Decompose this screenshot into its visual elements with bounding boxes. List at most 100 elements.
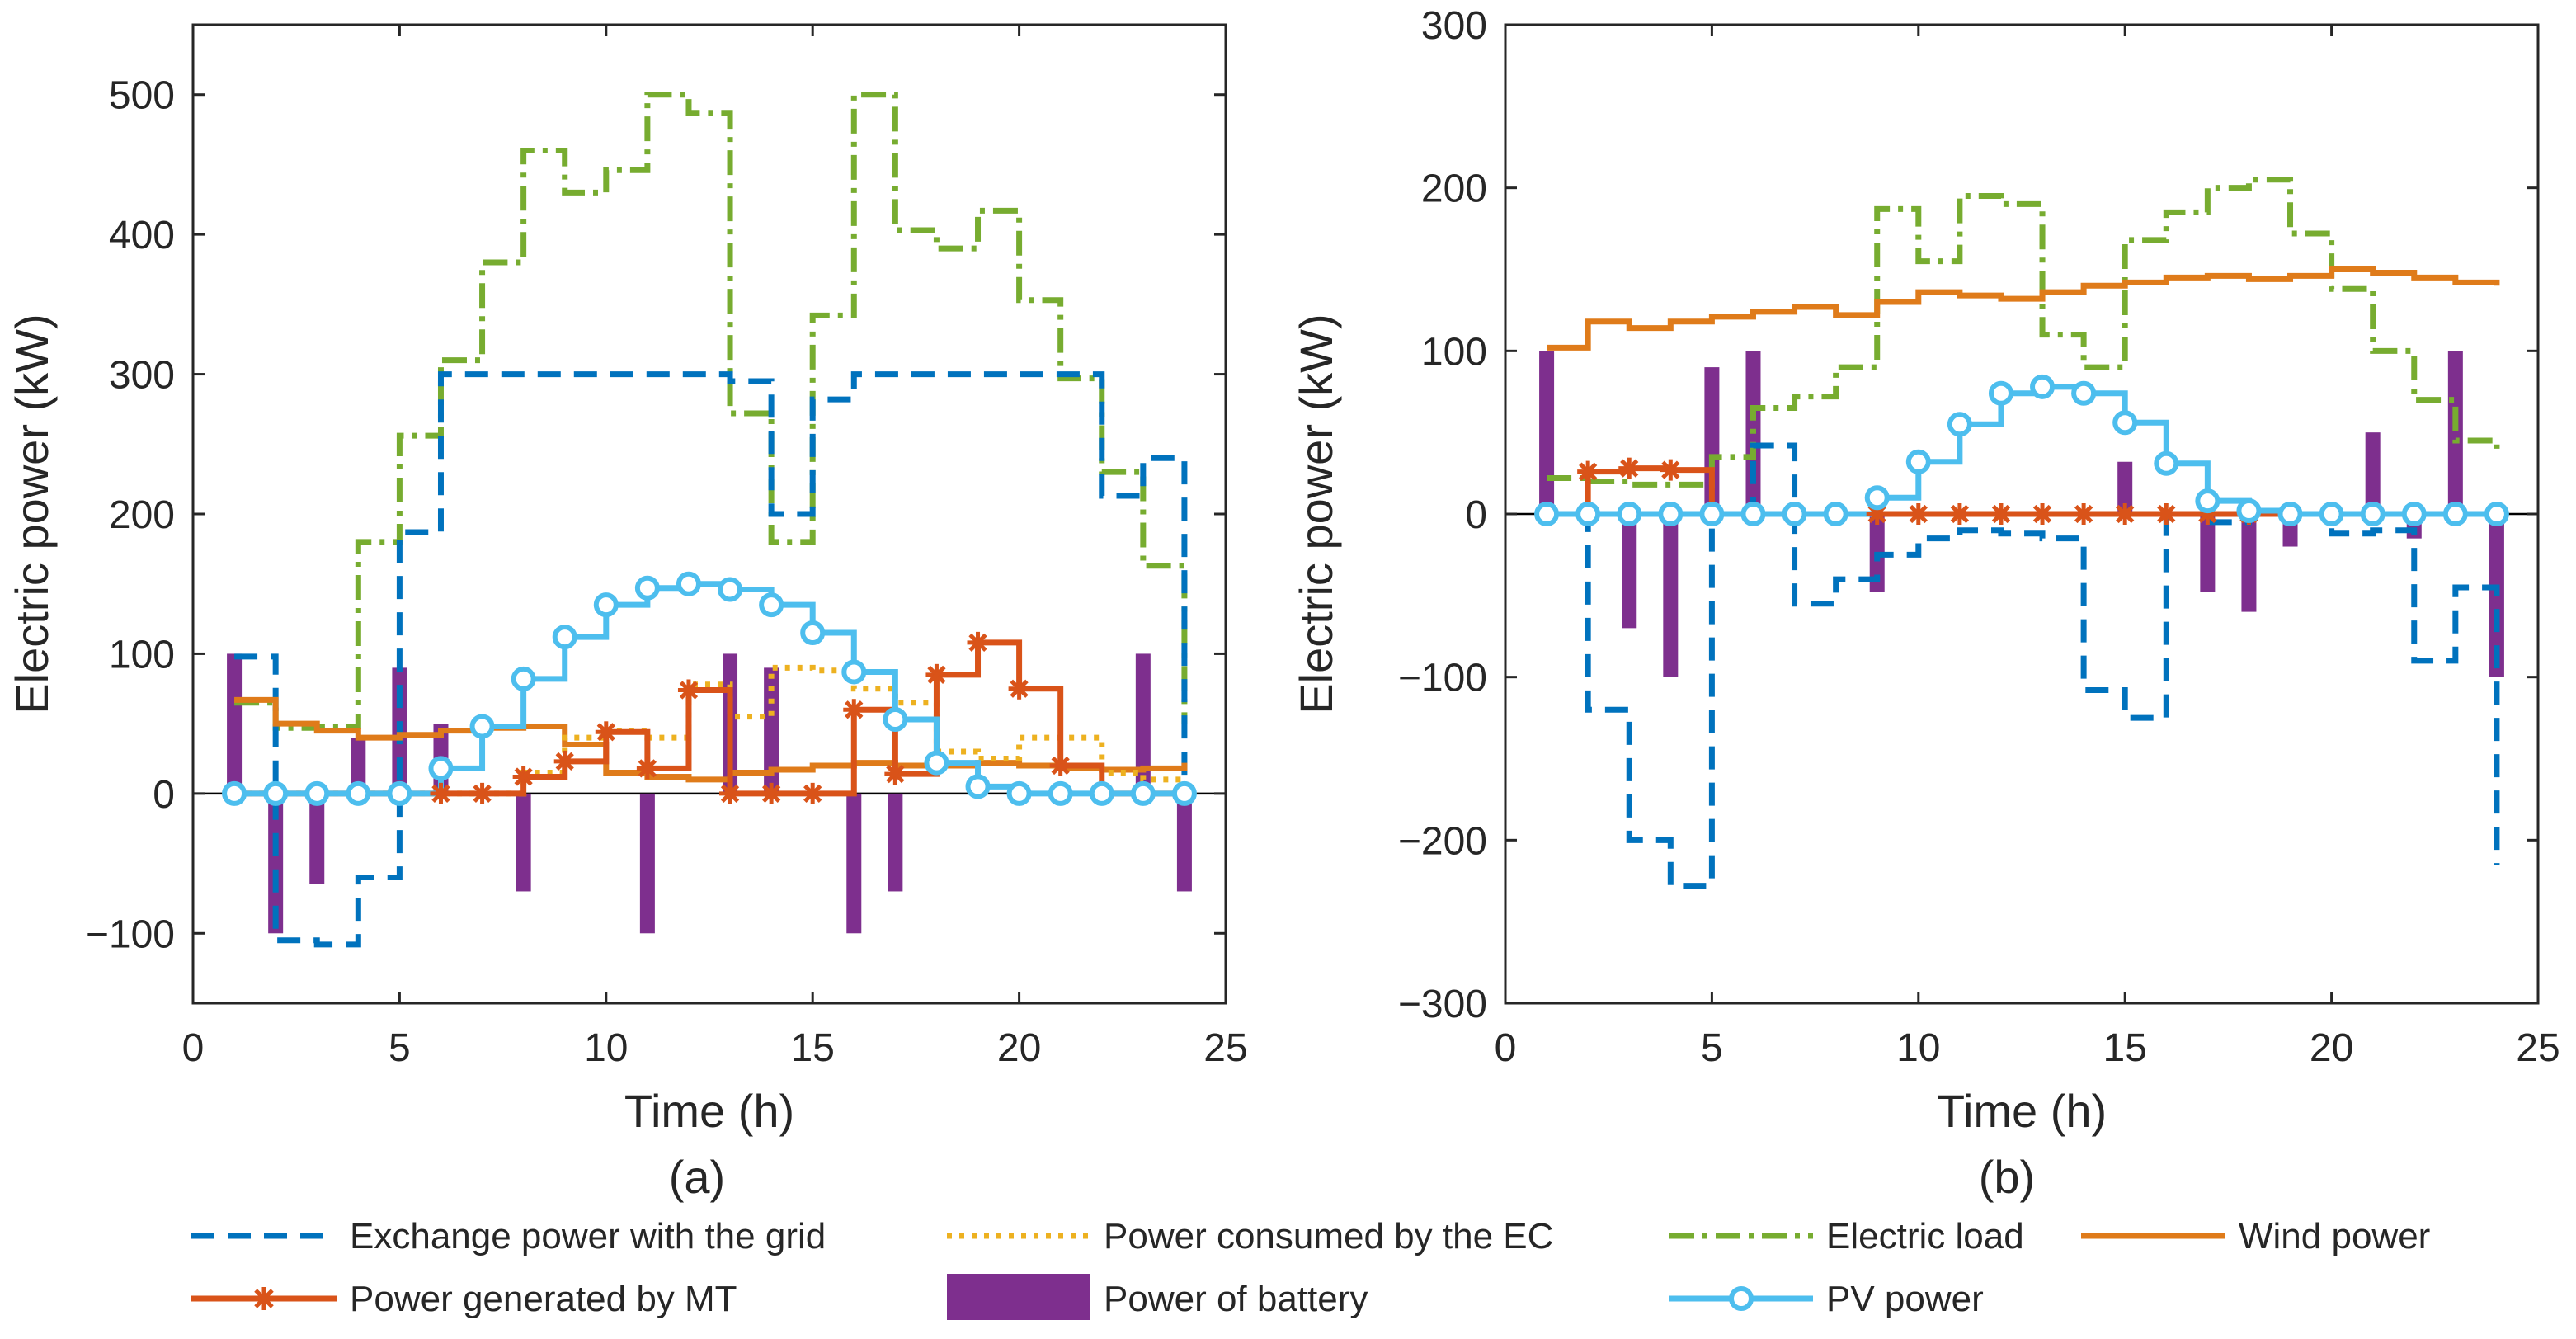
mt-point-b [2073,503,2095,525]
pv-point-a [469,714,495,739]
pv-point-a [718,577,743,602]
pv-point-a [593,592,619,618]
mt-point-a [553,750,576,772]
legend: Exchange power with the grid Power consu… [191,1216,2430,1320]
battery-bar-a [764,667,779,794]
battery-bar-b [1663,514,1679,677]
y-tick-label-b: 100 [1421,330,1487,374]
y-tick-label-b: −200 [1398,819,1487,863]
pv-point-b [1988,380,2013,406]
battery-bar-b [2200,514,2216,592]
pv-point-b [2442,502,2468,526]
pv-point-b [2112,410,2138,436]
battery-bar-b [2365,432,2381,514]
x-tick-label-b: 15 [2103,1026,2147,1070]
pv-point-b [1575,502,1601,526]
mt-point-b [1990,503,2012,525]
battery-bar-a [846,793,862,934]
x-tick-label-b: 5 [1701,1026,1723,1070]
legend-marker-pv [1729,1286,1754,1311]
pv-point-b [1947,412,1972,437]
x-axis-title-b: Time (h) [1937,1085,2107,1137]
y-tick-label-a: 100 [109,633,175,677]
x-tick-label-a: 25 [1203,1026,1247,1070]
pv-point-a [552,625,577,650]
wind-series-line-a [234,696,1188,783]
pv-point-b [1864,485,1890,511]
y-tick-label-b: 200 [1421,167,1487,211]
y-tick-label-b: −100 [1398,657,1487,700]
mt-point-b [2114,503,2136,525]
pv-point-a [1048,780,1073,806]
pv-point-b [2030,374,2056,399]
y-axis-title-b: Electric power (kW) [1290,314,1342,714]
pv-point-b [1699,502,1725,526]
mt-point-a [677,679,699,701]
legend-label-wind: Wind power [2239,1216,2430,1256]
mt-point-a [636,757,658,780]
pv-point-a [428,756,454,781]
x-axis-title-a: Time (h) [624,1085,794,1137]
mt-point-a [430,782,452,804]
mt-point-a [512,766,535,788]
x-tick-label-b: 20 [2310,1026,2353,1070]
panel-label-a: (a) [669,1151,725,1203]
mt-point-a [843,699,865,721]
battery-bar-a [1176,793,1192,892]
battery-bar-a [1135,653,1151,794]
x-tick-label-a: 5 [389,1026,411,1070]
pv-point-a [304,780,330,806]
mt-point-a [802,782,824,804]
pv-point-a [1130,780,1156,806]
y-axis-title-a: Electric power (kW) [6,314,58,714]
battery-bar-a [227,653,243,794]
pv-point-b [1782,502,1807,526]
pv-point-a [634,575,660,601]
pv-point-a [883,707,908,733]
legend-label-load: Electric load [1826,1216,2024,1256]
pv-point-b [1740,502,1766,526]
mt-point-a [595,721,617,743]
battery-bar-a [888,793,903,892]
mt-point-a [471,782,493,804]
pv-point-a [800,620,826,646]
mt-point-b [1660,459,1682,481]
pv-point-a [263,780,289,806]
x-tick-label-a: 10 [584,1026,628,1070]
mt-point-a [1049,754,1071,776]
y-tick-label-a: 200 [109,493,175,537]
pv-point-a [1089,780,1114,806]
pv-point-b [2071,380,2097,406]
pv-point-a [759,592,784,618]
pv-point-a [1006,780,1032,806]
pv-point-a [1171,780,1197,806]
battery-bar-a [516,793,531,892]
mt-point-a [1008,677,1030,700]
y-tick-label-a: 0 [153,773,175,817]
battery-bar-a [639,793,655,934]
wind-series-line-b [1547,266,2500,351]
legend-label-battery: Power of battery [1104,1279,1368,1319]
legend-label-ec: Power consumed by the EC [1104,1216,1553,1256]
y-tick-label-b: 0 [1465,493,1487,537]
chart-panel-b: 0 5 10 15 20 25 −300 −200 −100 0 100 200 300 Time (h)… [1290,4,2560,1203]
pv-point-b [2236,498,2262,524]
load-series-line-b [1547,177,2500,488]
mt-point-b [2032,503,2054,525]
x-tick-label-b: 10 [1896,1026,1940,1070]
pv-point-b [2401,502,2427,526]
battery-bar-b [2241,514,2257,612]
pv-point-a [511,666,536,691]
legend-swatch-battery [947,1274,1090,1320]
plot-area-a [191,23,1227,1005]
mt-point-b [1948,503,1971,525]
x-tick-label-a: 15 [791,1026,835,1070]
battery-bar-a [268,793,284,934]
pv-point-b [2360,502,2385,526]
mt-point-b [2155,503,2178,525]
pv-point-a [676,571,701,596]
pv-point-b [2154,450,2179,476]
pv-point-a [346,780,371,806]
y-tick-label-b: −300 [1398,983,1487,1026]
